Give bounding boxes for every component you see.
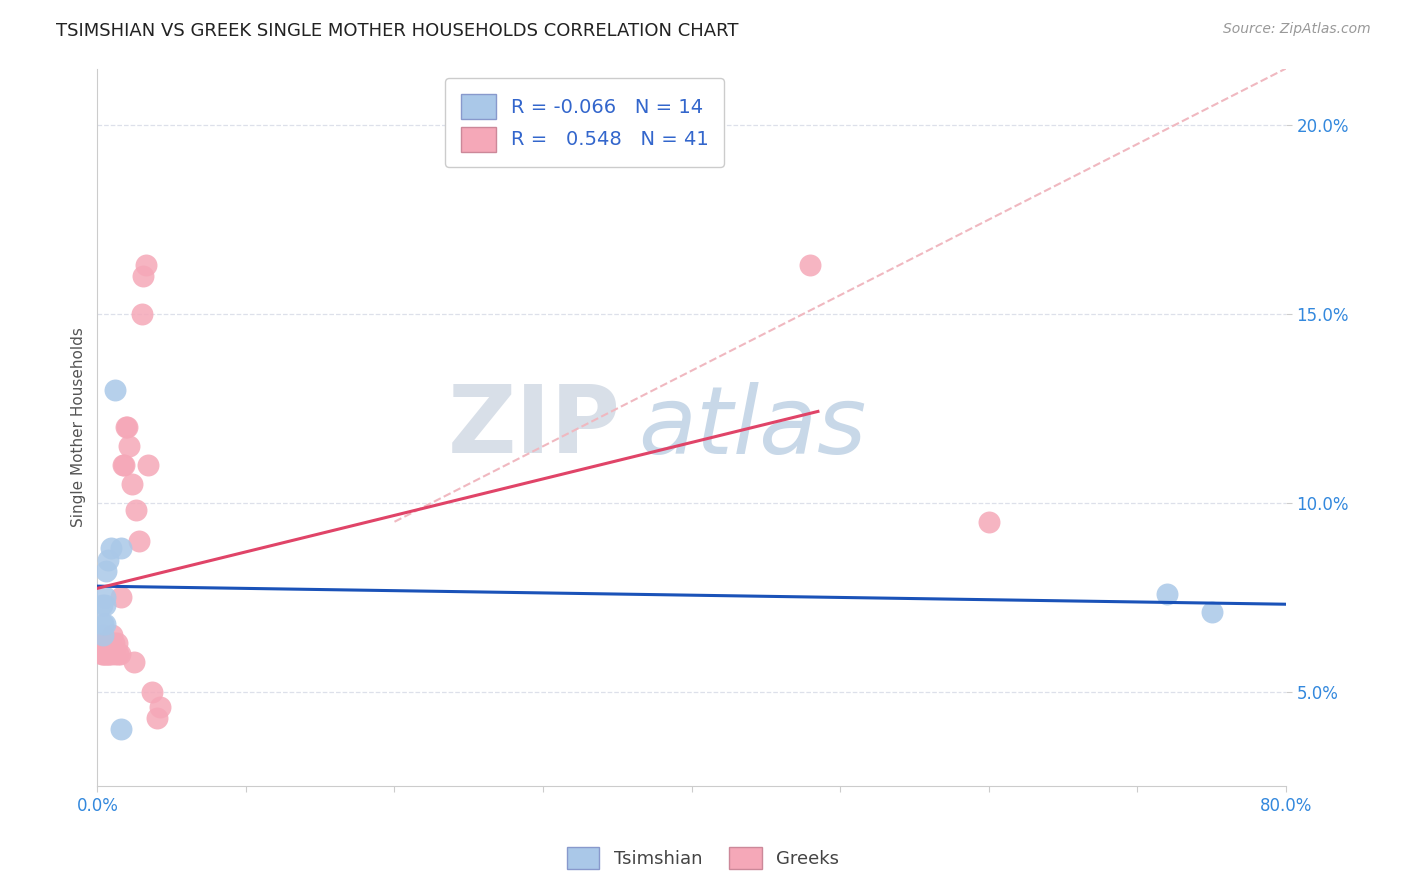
Point (100, 541, 122, 556)
Point (98, 635, 121, 649)
Point (90, 647, 112, 661)
Point (91, 616, 114, 631)
Point (94, 591, 117, 605)
Text: Source: ZipAtlas.com: Source: ZipAtlas.com (1223, 22, 1371, 37)
Point (91, 647, 114, 661)
Point (94, 616, 117, 631)
Point (104, 647, 127, 661)
Point (98, 635, 121, 649)
Point (146, 711, 169, 725)
Point (97, 635, 120, 649)
Point (977, 515, 1000, 529)
Point (107, 647, 129, 661)
Point (94, 640, 117, 654)
Point (136, 458, 159, 472)
Point (97, 635, 120, 649)
Point (1201, 606, 1223, 620)
Y-axis label: Single Mother Households: Single Mother Households (72, 327, 86, 527)
Point (149, 699, 172, 714)
Point (90, 598, 112, 612)
Point (114, 420, 136, 434)
Point (100, 647, 122, 661)
Point (98, 647, 121, 661)
Point (121, 477, 143, 491)
Point (1156, 586, 1178, 600)
Point (131, 307, 153, 321)
Legend: Tsimshian, Greeks: Tsimshian, Greeks (558, 838, 848, 879)
Point (94, 598, 117, 612)
Point (97, 552, 120, 566)
Point (115, 420, 138, 434)
Point (110, 723, 132, 737)
Point (97, 647, 120, 661)
Point (111, 458, 134, 472)
Point (135, 258, 157, 272)
Legend: R = -0.066   N = 14, R =   0.548   N = 41: R = -0.066 N = 14, R = 0.548 N = 41 (444, 78, 724, 167)
Text: TSIMSHIAN VS GREEK SINGLE MOTHER HOUSEHOLDS CORRELATION CHART: TSIMSHIAN VS GREEK SINGLE MOTHER HOUSEHO… (56, 22, 738, 40)
Text: atlas: atlas (638, 382, 866, 473)
Point (94, 635, 117, 649)
Point (94, 647, 117, 661)
Point (100, 635, 122, 649)
Point (105, 635, 128, 649)
Point (91, 628, 114, 642)
Point (91, 635, 114, 649)
Point (141, 684, 163, 698)
Point (117, 439, 139, 453)
Point (96, 647, 118, 661)
Point (96, 635, 118, 649)
Point (125, 503, 148, 517)
Point (112, 458, 135, 472)
Point (124, 655, 146, 669)
Point (110, 541, 132, 556)
Point (110, 591, 132, 605)
Point (96, 564, 118, 578)
Point (103, 635, 125, 649)
Point (104, 383, 127, 397)
Text: ZIP: ZIP (447, 382, 620, 474)
Point (108, 647, 131, 661)
Point (799, 258, 821, 272)
Point (128, 533, 150, 548)
Point (132, 269, 155, 284)
Point (101, 628, 124, 642)
